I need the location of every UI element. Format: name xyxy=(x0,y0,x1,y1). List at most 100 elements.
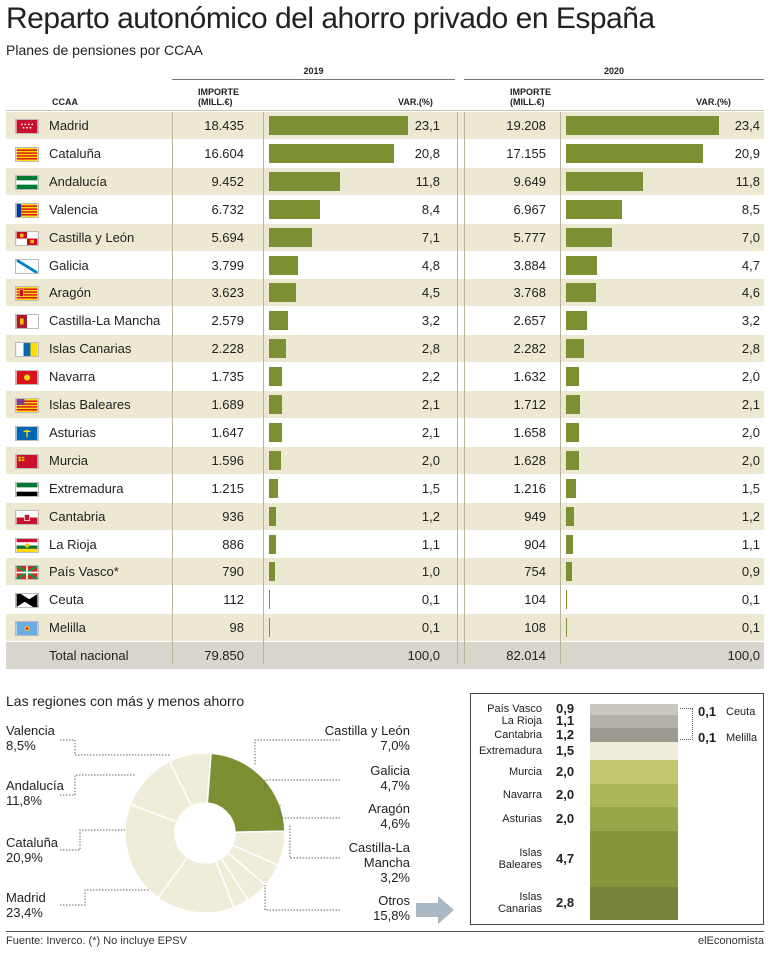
pie-label-madrid-name: Madrid xyxy=(6,890,46,905)
bar-var-2020 xyxy=(566,199,622,219)
var-2019: 2,1 xyxy=(421,424,440,440)
pie-label-otros: Otros 15,8% xyxy=(300,893,410,923)
stack-segment-baleares xyxy=(590,830,678,887)
stack-value-canarias: 2,8 xyxy=(556,895,575,911)
var-2019: 11,8 xyxy=(415,173,440,189)
importe-2019: 1.735 xyxy=(211,369,244,385)
var-2019: 2,1 xyxy=(421,397,440,412)
table-row: Castilla y León 5.694 7,1 5.777 7,0 xyxy=(6,223,764,251)
pie-label-otros-name: Otros xyxy=(378,893,410,908)
bar-var-2019 xyxy=(269,618,270,638)
stack-value-navarra: 2,0 xyxy=(556,787,575,803)
extremadura-flag-icon xyxy=(15,481,39,497)
ceuta-flag-icon xyxy=(15,593,39,609)
var-2020: 0,1 xyxy=(741,620,760,636)
pais-vasco-flag-icon xyxy=(15,565,39,581)
bar-var-2020 xyxy=(566,227,612,247)
valencia-flag-icon xyxy=(15,202,39,218)
var-2020: 1,5 xyxy=(741,480,760,496)
stack-value-melilla: 0,1 xyxy=(698,730,717,745)
year-2019-header: 2019 xyxy=(172,66,455,80)
leader-line xyxy=(60,774,135,796)
var-2019: 1,1 xyxy=(421,536,440,552)
cataluna-flag-icon xyxy=(15,146,39,162)
importe-2019: 1.647 xyxy=(211,424,244,440)
table-row: País Vasco* 790 1,0 754 0,9 xyxy=(6,558,764,586)
madrid-flag-icon xyxy=(15,119,39,134)
donut-chart xyxy=(60,739,340,914)
table-row: Islas Baleares 1.689 2,1 1.712 2,1 xyxy=(6,391,764,418)
page-title: Reparto autonómico del ahorro privado en… xyxy=(6,2,655,35)
bar-var-2019 xyxy=(269,255,298,275)
var-2020: 2,0 xyxy=(741,369,760,385)
bar-var-2019 xyxy=(269,422,282,442)
page-subtitle: Planes de pensiones por CCAA xyxy=(6,42,203,58)
ccaa-name: Cataluña xyxy=(49,145,102,161)
var-2019: 0,1 xyxy=(421,592,440,608)
bar-var-2020 xyxy=(566,618,567,638)
galicia-flag-icon xyxy=(15,258,39,274)
pie-label-castilla-la-mancha: Castilla-La Mancha 3,2% xyxy=(300,840,410,885)
stack-value-asturias: 2,0 xyxy=(556,811,575,827)
stack-value-pais-vasco: 0,9 xyxy=(556,701,575,717)
importe-2020: 19.208 xyxy=(506,118,546,133)
source-note: Fuente: Inverco. (*) No incluye EPSV xyxy=(6,935,187,947)
ccaa-name: Islas Canarias xyxy=(49,341,132,357)
importe-2020: 5.777 xyxy=(513,229,546,245)
stack-label-line: Canarias xyxy=(497,903,542,916)
var-2019: 8,4 xyxy=(421,201,440,217)
pie-label-cataluna-name: Cataluña xyxy=(6,835,59,850)
importe-2019: 1.215 xyxy=(211,480,244,496)
importe-2019: 3.799 xyxy=(211,257,244,273)
importe-2020: 1.216 xyxy=(513,480,546,496)
var-2020: 20,9 xyxy=(734,145,760,161)
table-row: Murcia 1.596 2,0 1.628 2,0 xyxy=(6,446,764,474)
murcia-flag-icon xyxy=(15,453,39,469)
stack-value-ceuta: 0,1 xyxy=(698,704,717,719)
var-2019: 23,1 xyxy=(414,118,440,133)
table-row: Cataluña 16.604 20,8 17.155 20,9 xyxy=(6,140,764,167)
importe-2020: 104 xyxy=(524,592,546,608)
ccaa-name: Andalucía xyxy=(49,173,107,189)
importe-2020-line1: IMPORTE xyxy=(510,87,552,97)
var-2020: 4,7 xyxy=(741,257,760,273)
stack-segment-extremadura xyxy=(590,741,678,760)
importe-2019: 112 xyxy=(223,592,244,608)
pie-label-valencia: Valencia 8,5% xyxy=(6,723,55,753)
bar-var-2020 xyxy=(566,283,597,303)
ccaa-name: Navarra xyxy=(49,369,96,385)
cantabria-flag-icon xyxy=(15,509,39,525)
table-header-rule xyxy=(6,110,764,111)
la-rioja-flag-icon xyxy=(15,537,39,553)
importe-2020: 3.768 xyxy=(513,285,546,301)
bar-var-2019 xyxy=(269,227,312,247)
arrow-right-icon xyxy=(416,896,454,924)
var-2019: 1,0 xyxy=(421,564,440,580)
importe-2019: 9.452 xyxy=(211,173,244,189)
importe-2019-line2: (MILL.€) xyxy=(198,97,233,107)
importe-2020: 6.967 xyxy=(513,201,546,217)
bar-var-2019 xyxy=(269,562,276,582)
pie-slice-madrid xyxy=(206,752,286,834)
var-2020: 4,6 xyxy=(741,285,760,301)
stack-segment-cantabria xyxy=(590,727,678,742)
stack-value-baleares: 4,7 xyxy=(556,850,575,866)
stack-label-navarra: Navarra xyxy=(502,789,542,802)
stacked-bar-box xyxy=(470,693,764,925)
leader-line xyxy=(254,739,340,765)
stack-label-baleares: Islas Baleares xyxy=(462,847,542,871)
pie-label-aragon-value: 4,6% xyxy=(380,816,410,831)
importe-2019: 98 xyxy=(229,620,244,636)
var-2020: 23,4 xyxy=(734,118,760,133)
bar-var-2020 xyxy=(566,311,587,331)
var-2020: 0,1 xyxy=(741,592,760,608)
var-2020: 0,9 xyxy=(741,564,760,580)
importe-2019: 886 xyxy=(222,536,244,552)
col-separator xyxy=(457,112,458,664)
total-label: Total nacional xyxy=(49,648,129,664)
stack-label-cantabria: Cantabria xyxy=(494,728,542,741)
bar-var-2019 xyxy=(269,171,341,191)
stack-segment-canarias xyxy=(590,886,678,920)
bar-var-2019 xyxy=(269,506,277,526)
bar-var-2020 xyxy=(566,422,580,442)
